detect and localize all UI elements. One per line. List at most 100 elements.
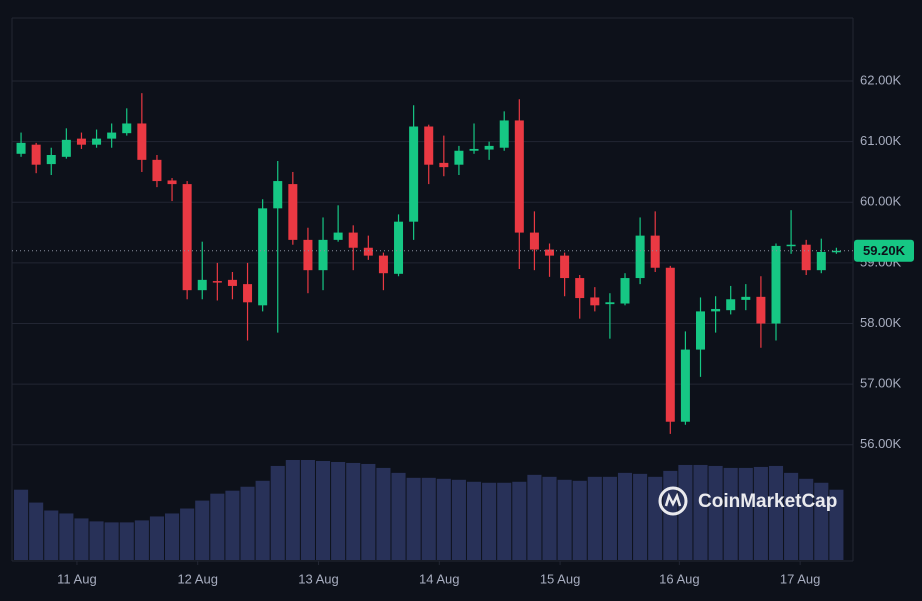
- candle-body: [680, 349, 690, 422]
- candle-body: [786, 244, 796, 247]
- candle-body: [107, 132, 117, 139]
- volume-bar: [225, 490, 240, 560]
- candle-body: [560, 255, 570, 279]
- candle-body: [394, 221, 404, 274]
- candle-body: [348, 232, 358, 248]
- x-tick-label: 16 Aug: [659, 571, 700, 586]
- x-tick-label: 14 Aug: [419, 571, 460, 586]
- volume-bar: [44, 510, 59, 560]
- volume-bar: [104, 522, 119, 560]
- current-price-label: 59.20K: [863, 243, 906, 258]
- candle-body: [31, 144, 41, 165]
- candle-body: [454, 150, 464, 165]
- candle-body: [499, 120, 509, 148]
- candle-body: [469, 148, 479, 151]
- volume-bar: [14, 489, 29, 560]
- volume-bar: [829, 489, 844, 560]
- volume-bar: [557, 479, 572, 560]
- candle-body: [273, 181, 283, 209]
- volume-bar: [648, 476, 663, 560]
- volume-bar: [89, 521, 104, 560]
- y-tick-label: 62.00K: [860, 72, 902, 87]
- volume-bar: [451, 479, 466, 560]
- candle-body: [318, 239, 328, 271]
- volume-bar: [29, 502, 44, 560]
- watermark-logo: [658, 486, 688, 516]
- candle-body: [363, 247, 373, 256]
- candle-body: [243, 284, 253, 303]
- watermark-logo: [664, 492, 682, 507]
- candle-body: [801, 244, 811, 271]
- volume-bar: [331, 461, 346, 560]
- volume-bar: [195, 500, 210, 560]
- watermark: CoinMarketCap: [658, 486, 837, 516]
- candle-body: [167, 180, 177, 185]
- volume-bar: [497, 482, 512, 560]
- candle-body: [726, 299, 736, 311]
- volume-bar: [164, 513, 180, 560]
- volume-bar: [708, 465, 723, 560]
- current-price-box: [854, 239, 914, 262]
- y-tick-label: 60.00K: [860, 194, 902, 209]
- volume-bar: [436, 478, 451, 560]
- volume-bar: [799, 478, 814, 560]
- volume-bar: [59, 513, 74, 560]
- volume-bar: [482, 482, 497, 560]
- volume-bar: [693, 464, 708, 560]
- volume-bar: [180, 508, 195, 560]
- volume-bar: [315, 460, 331, 560]
- volume-bar: [74, 518, 89, 560]
- candle-body: [816, 251, 826, 271]
- y-tick-label: 56.00K: [860, 436, 902, 451]
- candle-body: [152, 159, 162, 182]
- x-tick-label: 11 Aug: [57, 571, 97, 586]
- candle-body: [409, 126, 419, 222]
- volume-bar: [134, 520, 149, 560]
- candle-body: [605, 302, 615, 305]
- candle-body: [514, 120, 524, 233]
- candle-body: [197, 279, 207, 291]
- volume-bar: [784, 472, 799, 560]
- candle-body: [378, 255, 388, 274]
- volume-bar: [119, 522, 134, 560]
- x-tick-label: 12 Aug: [177, 571, 218, 586]
- y-tick-label: 58.00K: [860, 315, 902, 330]
- candle-body: [635, 235, 645, 279]
- volume-bar: [210, 493, 225, 560]
- volume-bar: [512, 481, 527, 560]
- volume-bar: [300, 460, 315, 560]
- candle-body: [227, 279, 237, 286]
- volume-bar: [149, 516, 164, 560]
- volume-bar: [633, 473, 648, 560]
- volume-bar: [768, 465, 784, 560]
- candle-body: [76, 138, 86, 145]
- volume-bar: [602, 476, 617, 560]
- volume-bar: [240, 486, 255, 560]
- volume-bar: [466, 481, 482, 560]
- volume-bar: [753, 466, 768, 560]
- volume-bar: [738, 467, 753, 560]
- volume-bar: [346, 462, 361, 560]
- x-tick-label: 13 Aug: [298, 571, 339, 586]
- volume-bar: [421, 477, 436, 560]
- candle-body: [771, 245, 781, 324]
- candle-body: [665, 267, 675, 422]
- candle-body: [831, 250, 841, 253]
- volume-bar: [285, 460, 300, 560]
- candle-body: [529, 232, 539, 250]
- candle-body: [137, 123, 147, 160]
- volume-bar: [527, 474, 542, 560]
- volume-bar: [617, 472, 633, 560]
- candle-body: [696, 311, 706, 350]
- candle-body: [756, 296, 766, 324]
- candle-body: [741, 296, 751, 300]
- x-tick-label: 15 Aug: [540, 571, 581, 586]
- candle-body: [333, 232, 343, 240]
- volume-bar: [572, 480, 587, 560]
- candle-body: [620, 278, 630, 304]
- volume-bar: [361, 463, 376, 560]
- candle-body: [258, 208, 268, 306]
- volume-bar: [663, 470, 678, 560]
- x-tick-label: 17 Aug: [780, 571, 821, 586]
